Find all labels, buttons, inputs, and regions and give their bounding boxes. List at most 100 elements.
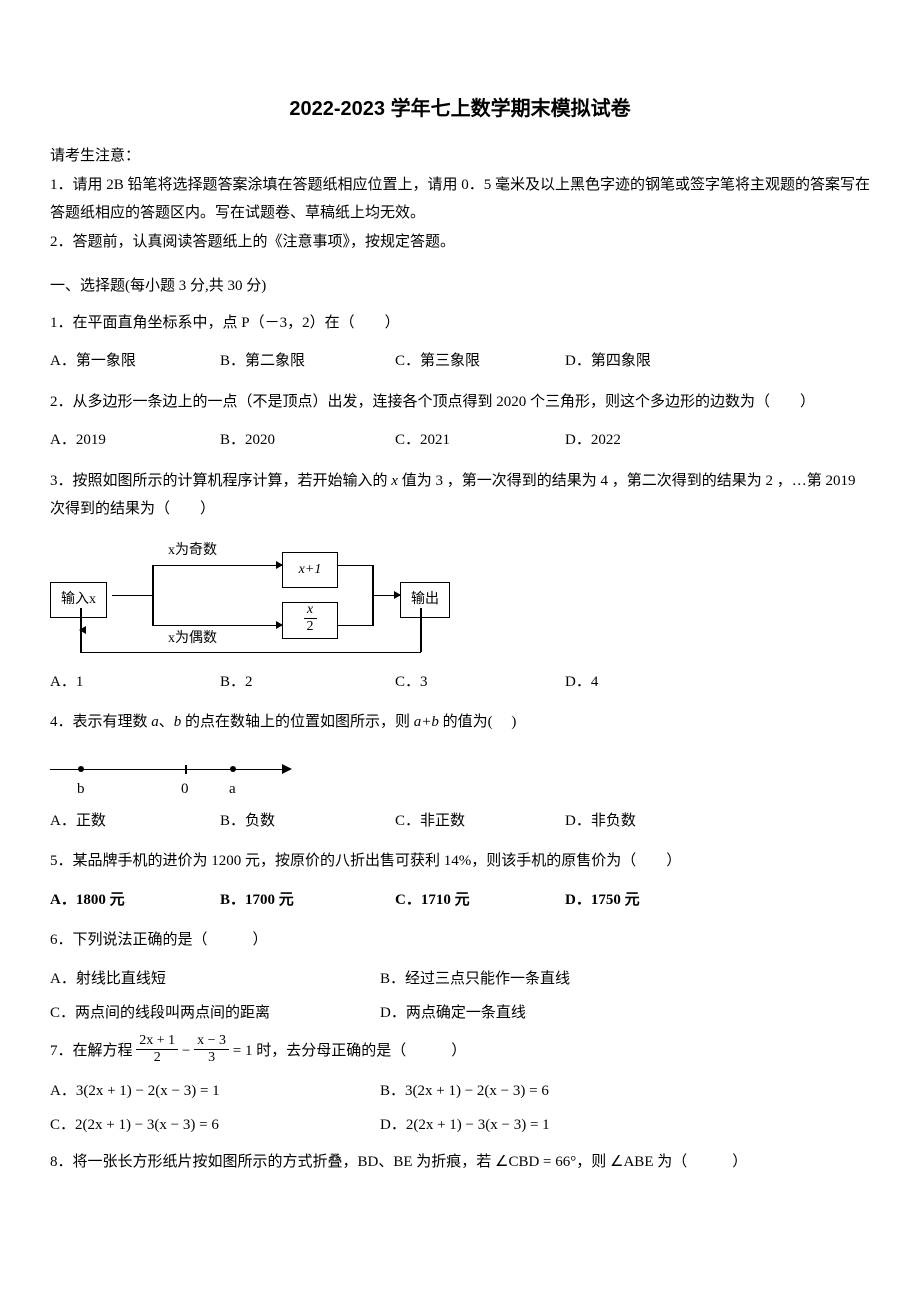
section-1-header: 一、选择题(每小题 3 分,共 30 分) — [50, 272, 870, 301]
q2-opt-a: A．2019 — [50, 426, 220, 455]
q5-opt-b: B．1700 元 — [220, 886, 395, 915]
notice-line-2: 2．答题前，认真阅读答题纸上的《注意事项》，按规定答题。 — [50, 228, 870, 257]
flow-line-1 — [112, 595, 152, 597]
q4-a-var: a — [151, 714, 159, 730]
notice-block: 请考生注意： 1．请用 2B 铅笔将选择题答案涂填在答题纸相应位置上，请用 0．… — [50, 142, 870, 256]
flow-line-to-half — [152, 625, 282, 627]
q7-frac1: 2x + 1 2 — [136, 1034, 178, 1065]
q7-frac2: x − 3 3 — [194, 1034, 229, 1065]
flow-plus1-box: x+1 — [282, 552, 338, 589]
q2-opt-c: C．2021 — [395, 426, 565, 455]
question-7-options-row1: A．3(2x + 1) − 2(x − 3) = 1 B．3(2x + 1) −… — [50, 1077, 870, 1106]
q4-opt-a: A．正数 — [50, 807, 220, 836]
q4-opt-b: B．负数 — [220, 807, 395, 836]
q8-text-b: ，则 — [576, 1154, 610, 1170]
question-5: 5．某品牌手机的进价为 1200 元，按原价的八折出售可获利 14%，则该手机的… — [50, 847, 870, 876]
flow-plus1-label: x+1 — [299, 557, 322, 584]
flow-output-label: 输出 — [411, 587, 439, 614]
flow-loop-bottom — [80, 652, 421, 654]
q8-angle1: ∠CBD = 66° — [495, 1154, 576, 1170]
flow-odd-label: x为奇数 — [168, 538, 217, 565]
q7-opt-b: B．3(2x + 1) − 2(x − 3) = 6 — [380, 1077, 710, 1106]
page-title: 2022-2023 学年七上数学期末模拟试卷 — [50, 90, 870, 128]
flow-output-box: 输出 — [400, 582, 450, 619]
q4-sep: 、 — [159, 714, 174, 730]
question-5-options: A．1800 元 B．1700 元 C．1710 元 D．1750 元 — [50, 886, 870, 915]
q3-opt-c: C．3 — [395, 668, 565, 697]
q8-angle2: ∠ABE — [610, 1154, 653, 1170]
q4-number-line: b 0 a — [50, 747, 310, 797]
q3-flowchart: 输入x x+1 x 2 输出 x为奇数 x为偶数 — [50, 536, 470, 656]
q7-frac2-num: x − 3 — [194, 1034, 229, 1050]
q7-opt-c: C．2(2x + 1) − 3(x − 3) = 6 — [50, 1111, 380, 1140]
q1-opt-b: B．第二象限 — [220, 347, 395, 376]
flow-half-fraction: x 2 — [304, 603, 317, 634]
q6-opt-c: C．两点间的线段叫两点间的距离 — [50, 999, 380, 1028]
question-2-options: A．2019 B．2020 C．2021 D．2022 — [50, 426, 870, 455]
q3-opt-d: D．4 — [565, 668, 735, 697]
q6-opt-d: D．两点确定一条直线 — [380, 999, 710, 1028]
q7-minus: − — [182, 1042, 194, 1058]
flow-input-label: 输入x — [61, 587, 96, 614]
question-6-options-row1: A．射线比直线短 B．经过三点只能作一条直线 — [50, 965, 870, 994]
nline-dot-b — [78, 766, 84, 772]
nline-axis — [50, 769, 290, 771]
q2-opt-d: D．2022 — [565, 426, 735, 455]
flow-loop-down — [420, 608, 422, 652]
question-2: 2．从多边形一条边上的一点（不是顶点）出发，连接各个顶点得到 2020 个三角形… — [50, 388, 870, 417]
nline-tick-zero — [185, 765, 187, 774]
q4-opt-c: C．非正数 — [395, 807, 565, 836]
q3-text-a: 3．按照如图所示的计算机程序计算，若开始输入的 — [50, 473, 391, 489]
nline-label-a: a — [229, 775, 236, 804]
notice-line-1: 1．请用 2B 铅笔将选择题答案涂填在答题纸相应位置上，请用 0．5 毫米及以上… — [50, 171, 870, 228]
question-3: 3．按照如图所示的计算机程序计算，若开始输入的 x 值为 3 ，第一次得到的结果… — [50, 467, 870, 524]
q4-text-b: 的点在数轴上的位置如图所示，则 — [181, 714, 414, 730]
question-1: 1．在平面直角坐标系中，点 P（－3，2）在（ ） — [50, 309, 870, 338]
q6-opt-b: B．经过三点只能作一条直线 — [380, 965, 710, 994]
flow-loop-up — [80, 608, 82, 653]
flow-line-out2 — [338, 625, 373, 627]
q6-opt-a: A．射线比直线短 — [50, 965, 380, 994]
flow-half-num: x — [304, 603, 317, 619]
flow-half-den: 2 — [304, 619, 317, 634]
question-8: 8．将一张长方形纸片按如图所示的方式折叠，BD、BE 为折痕，若 ∠CBD = … — [50, 1148, 870, 1177]
q7-opt-d: D．2(2x + 1) − 3(x − 3) = 1 — [380, 1111, 710, 1140]
q2-opt-b: B．2020 — [220, 426, 395, 455]
flow-line-out1 — [338, 565, 373, 567]
q1-opt-a: A．第一象限 — [50, 347, 220, 376]
question-4-options: A．正数 B．负数 C．非正数 D．非负数 — [50, 807, 870, 836]
nline-dot-a — [230, 766, 236, 772]
question-3-options: A．1 B．2 C．3 D．4 — [50, 668, 870, 697]
flow-even-label: x为偶数 — [168, 626, 217, 653]
q8-text-a: 8．将一张长方形纸片按如图所示的方式折叠，BD、BE 为折痕，若 — [50, 1154, 495, 1170]
q4-ab: a+b — [414, 714, 439, 730]
q7-opt-a: A．3(2x + 1) − 2(x − 3) = 1 — [50, 1077, 380, 1106]
flow-half-box: x 2 — [282, 602, 338, 639]
question-6-options-row2: C．两点间的线段叫两点间的距离 D．两点确定一条直线 — [50, 999, 870, 1028]
q3-opt-b: B．2 — [220, 668, 395, 697]
flow-line-2 — [152, 565, 154, 626]
q3-opt-a: A．1 — [50, 668, 220, 697]
nline-label-zero: 0 — [181, 775, 189, 804]
notice-intro: 请考生注意： — [50, 142, 870, 171]
question-4: 4．表示有理数 a、b 的点在数轴上的位置如图所示，则 a+b 的值为( ) — [50, 708, 870, 737]
q7-frac2-den: 3 — [194, 1050, 229, 1065]
flow-input-box: 输入x — [50, 582, 107, 619]
q1-opt-d: D．第四象限 — [565, 347, 735, 376]
q7-frac1-den: 2 — [136, 1050, 178, 1065]
q4-text-c: 的值为( ) — [439, 714, 517, 730]
flow-line-to-plus1 — [152, 565, 282, 567]
q7-frac1-num: 2x + 1 — [136, 1034, 178, 1050]
question-6: 6．下列说法正确的是（ ） — [50, 926, 870, 955]
q8-text-c: 为（ ） — [653, 1154, 747, 1170]
q4-opt-d: D．非负数 — [565, 807, 735, 836]
q5-opt-a: A．1800 元 — [50, 886, 220, 915]
question-1-options: A．第一象限 B．第二象限 C．第三象限 D．第四象限 — [50, 347, 870, 376]
q7-text-a: 7．在解方程 — [50, 1042, 136, 1058]
q7-text-b: = 1 时，去分母正确的是（ ） — [233, 1042, 466, 1058]
q3-x-var: x — [391, 473, 398, 489]
question-7: 7．在解方程 2x + 1 2 − x − 3 3 = 1 时，去分母正确的是（… — [50, 1036, 870, 1067]
flow-line-to-output — [372, 595, 400, 597]
q5-opt-d: D．1750 元 — [565, 886, 735, 915]
q1-opt-c: C．第三象限 — [395, 347, 565, 376]
